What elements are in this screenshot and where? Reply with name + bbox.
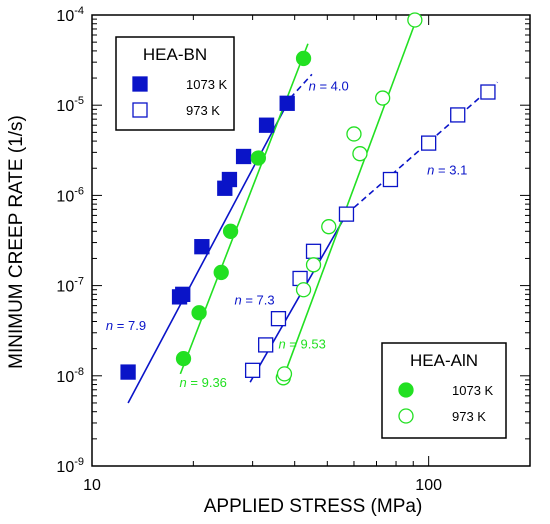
data-point-bn_973 (338, 206, 355, 222)
data-point-bn_1073 (279, 95, 295, 111)
data-point-bn_1073 (258, 117, 275, 133)
y-tick-label: 10-6 (56, 185, 84, 205)
data-point-aln_973 (374, 90, 391, 106)
legend-marker-bn_973 (132, 102, 148, 118)
x-tick-label: 100 (415, 477, 442, 494)
data-point-aln_973 (321, 219, 337, 235)
data-point-aln_973 (305, 257, 322, 273)
data-point-bn_973 (421, 135, 437, 151)
data-point-bn_1073 (120, 364, 136, 380)
slope-annotation: n = 4.0 (309, 79, 349, 94)
data-point-aln_973 (352, 146, 368, 162)
legend-label: 1073 K (452, 383, 494, 398)
data-point-aln_973 (407, 12, 423, 28)
slope-annotation: n = 9.36 (180, 375, 227, 390)
data-point-aln_973 (346, 126, 362, 142)
legend-label: 973 K (186, 103, 220, 118)
legend-label: 973 K (452, 409, 486, 424)
data-point-bn_973 (270, 311, 287, 327)
data-point-aln_1073 (191, 305, 207, 321)
data-point-aln_973 (276, 366, 293, 382)
legend-title: HEA-BN (143, 45, 207, 64)
data-point-bn_973 (244, 362, 261, 378)
slope-annotation: n = 7.9 (106, 318, 146, 333)
data-point-bn_973 (258, 337, 274, 353)
legend-marker-aln_973 (398, 408, 414, 424)
data-point-bn_973 (450, 107, 466, 123)
legend-label: 1073 K (186, 77, 228, 92)
data-point-aln_1073 (295, 50, 312, 67)
x-axis-title: APPLIED STRESS (MPa) (204, 496, 423, 517)
legend-top-left: HEA-BN 1073 K 973 K (115, 36, 235, 131)
data-point-aln_1073 (250, 150, 267, 166)
y-axis-title: MINIMUM CREEP RATE (1/s) (6, 115, 27, 369)
fit-line-aln_973-solid (281, 14, 419, 381)
data-point-bn_1073 (221, 171, 238, 188)
data-point-aln_1073 (222, 223, 239, 239)
data-point-bn_1073 (194, 239, 210, 255)
plot-frame (91, 14, 531, 467)
slope-annotation: n = 3.1 (427, 163, 467, 178)
y-tick-label: 10-7 (56, 276, 84, 296)
data-point-bn_1073 (175, 286, 191, 302)
slope-annotation: n = 7.3 (234, 292, 274, 307)
data-point-bn_973 (480, 84, 496, 100)
y-tick-label: 10-5 (56, 95, 84, 115)
data-point-aln_973 (295, 282, 312, 298)
legend-bottom-right: HEA-AlN 1073 K 973 K (381, 342, 507, 439)
data-point-bn_973 (382, 171, 399, 188)
y-tick-label: 10-8 (56, 366, 84, 386)
legend-title: HEA-AlN (410, 351, 478, 370)
legend-marker-bn_1073 (132, 76, 148, 92)
data-point-aln_1073 (175, 350, 192, 367)
legend-marker-aln_1073 (398, 382, 414, 398)
y-tick-label: 10-9 (56, 456, 84, 476)
data-point-aln_1073 (213, 264, 229, 281)
data-point-bn_1073 (235, 148, 252, 165)
y-tick-label: 10-4 (56, 5, 84, 25)
slope-annotation: n = 9.53 (278, 337, 325, 352)
data-point-bn_973 (305, 243, 322, 259)
fit-line-bn_973-solid (249, 213, 348, 383)
fit-line-bn_1073-dashed (289, 73, 313, 99)
x-tick-label: 10 (83, 477, 101, 494)
